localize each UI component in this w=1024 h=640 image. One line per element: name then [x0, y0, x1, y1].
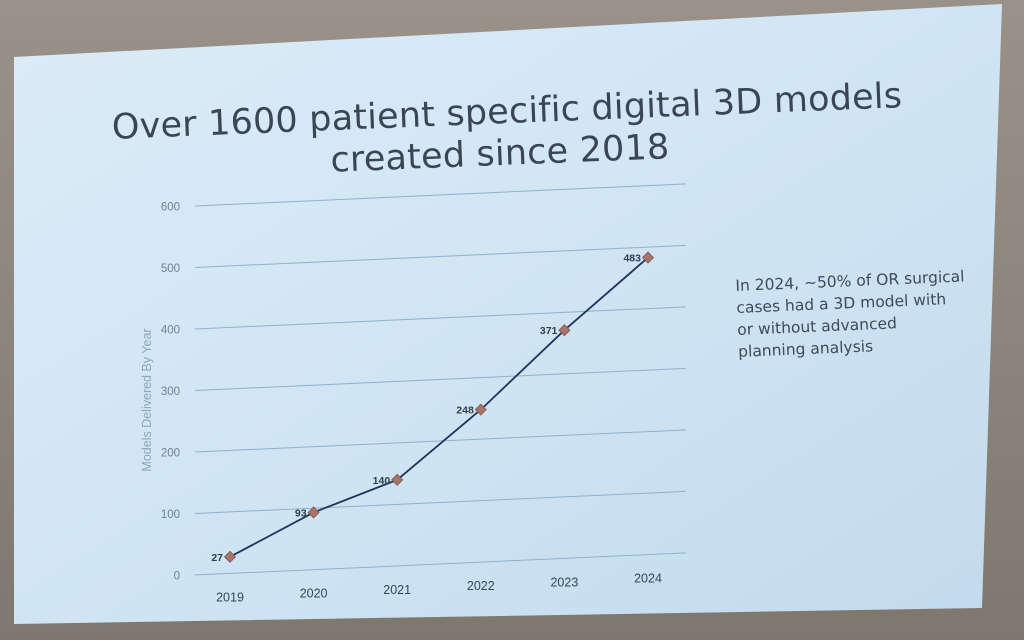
y-tick-label: 500 [161, 263, 180, 275]
x-tick-label: 2023 [550, 575, 578, 589]
x-tick-label: 2020 [300, 587, 328, 601]
y-axis-label: Models Delivered By Year [140, 328, 154, 471]
data-point-marker [307, 506, 320, 519]
y-tick-label: 100 [161, 509, 180, 521]
data-point-marker [558, 324, 571, 337]
data-label: 483 [623, 253, 641, 265]
data-label: 93 [295, 507, 307, 519]
data-point-marker [641, 251, 655, 264]
data-label: 248 [456, 405, 474, 417]
x-tick-label: 2019 [216, 590, 244, 604]
line-chart: 0 100 200 300 400 500 600 2019 2020 2021 2022 2023 2… [140, 183, 687, 604]
y-tick-label: 400 [161, 325, 180, 337]
x-tick-label: 2024 [634, 572, 662, 586]
gridline [194, 429, 687, 453]
gridline [194, 367, 687, 391]
y-tick-label: 200 [161, 448, 180, 460]
y-tick-label: 300 [161, 386, 180, 398]
gridline [194, 183, 687, 207]
slide-background [14, 4, 1002, 624]
x-tick-label: 2022 [467, 579, 495, 593]
data-point-marker [391, 473, 404, 486]
x-tick-label: 2021 [383, 583, 411, 597]
series-line [229, 256, 649, 558]
y-tick-label: 0 [174, 571, 180, 583]
data-label: 140 [373, 475, 391, 487]
gridline [194, 490, 687, 514]
gridline [194, 244, 687, 268]
gridline [194, 306, 687, 330]
y-tick-label: 600 [161, 202, 180, 214]
data-point-marker [223, 550, 237, 563]
data-point-marker [474, 403, 487, 416]
gridline [194, 552, 687, 576]
slide-note: In 2024, ~50% of OR surgical cases had a… [735, 267, 965, 361]
data-label: 371 [540, 325, 558, 337]
data-label: 27 [211, 552, 223, 564]
